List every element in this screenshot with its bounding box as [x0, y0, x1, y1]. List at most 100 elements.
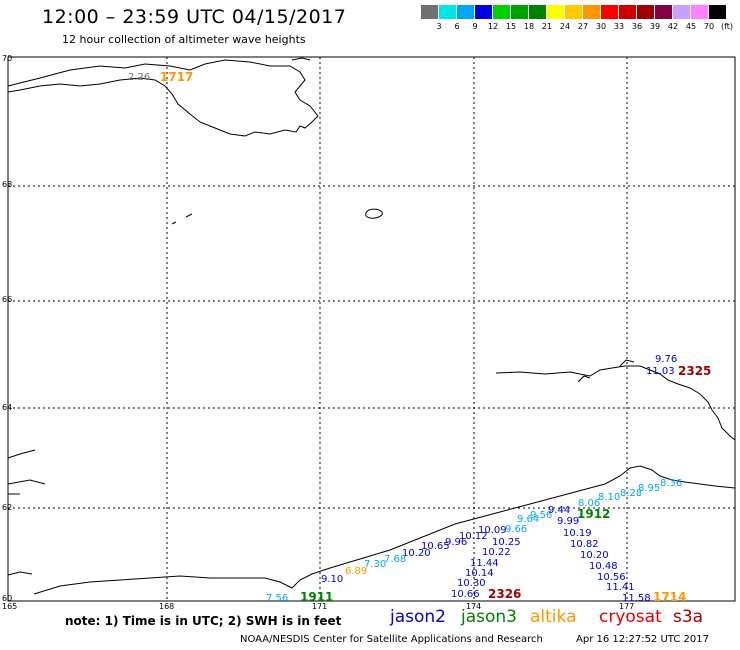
color-scale-swatch [547, 5, 565, 19]
satellite-legend-jason2: jason2 [390, 607, 446, 627]
swh-value: 9.99 [557, 516, 579, 527]
pass-time-label: 1717 [160, 70, 193, 84]
lon-gridlines [166, 57, 628, 601]
lon-label-171: 171 [312, 602, 327, 611]
pass-time-label: 2326 [488, 587, 521, 601]
color-scale-label: 39 [649, 22, 661, 31]
color-scale-label: 27 [577, 22, 589, 31]
swh-value: 8.28 [620, 488, 642, 499]
lat-label-68: 68 [2, 180, 12, 189]
swh-value: 8.06 [578, 498, 600, 509]
color-scale-swatch [439, 5, 457, 19]
credit-text: NOAA/NESDIS Center for Satellite Applica… [240, 634, 543, 645]
color-scale-label: 18 [523, 22, 535, 31]
pass-time-label: 1911 [300, 590, 333, 604]
color-scale-label: 36 [631, 22, 643, 31]
color-scale-labels: 3 6 9 12 15 18 21 24 27 30 33 36 39 42 45 70 (ft) [421, 22, 740, 34]
lat-label-60: 60 [2, 594, 12, 603]
map-frame [7, 56, 736, 602]
color-scale-swatch [421, 5, 439, 19]
swh-value: 11.44 [470, 558, 499, 569]
swh-value: 10.66 [451, 589, 480, 600]
swh-value: 10.20 [402, 548, 431, 559]
swh-value: 10.22 [482, 547, 511, 558]
footnote: note: 1) Time is in UTC; 2) SWH is in fe… [65, 614, 342, 628]
color-scale-swatch [691, 5, 709, 19]
swh-value: 10.20 [580, 550, 609, 561]
swh-value: 11.03 [646, 366, 675, 377]
lon-label-174: 174 [466, 602, 481, 611]
swh-value: 8.10 [598, 492, 620, 503]
color-scale-label: 42 [667, 22, 679, 31]
swh-value: 10.65 [421, 541, 450, 552]
color-scale-label: 24 [559, 22, 571, 31]
swh-value: 9.76 [655, 354, 677, 365]
lat-label-62: 62 [2, 503, 12, 512]
color-scale-swatch [601, 5, 619, 19]
color-scale-label: 9 [472, 22, 478, 31]
swh-value: 8.36 [660, 478, 682, 489]
color-scale-swatch [709, 5, 727, 19]
color-scale-swatch [565, 5, 583, 19]
swh-value: 10.12 [459, 531, 488, 542]
color-scale-label: 15 [505, 22, 517, 31]
swh-value: 10.56 [597, 572, 626, 583]
color-scale-swatch [493, 5, 511, 19]
lat-label-70: 70 [2, 54, 12, 63]
color-scale-swatch [457, 5, 475, 19]
timestamp-text: Apr 16 12:27:52 UTC 2017 [576, 634, 709, 645]
swh-value: 9.96 [445, 537, 467, 548]
lat-label-66: 66 [2, 295, 12, 304]
color-scale-label: (ft) [720, 22, 734, 31]
lat-gridlines [8, 185, 735, 509]
color-scale-swatch [673, 5, 691, 19]
color-scale-label: 70 [703, 22, 715, 31]
page-title: 12:00 – 23:59 UTC 04/15/2017 [42, 6, 347, 28]
satellite-legend-altika: altika [530, 607, 577, 627]
swh-value: 10.30 [457, 578, 486, 589]
swh-value: 10.14 [465, 568, 494, 579]
swh-value: 10.25 [492, 537, 521, 548]
swh-value: 7.30 [364, 559, 386, 570]
color-scale-label: 6 [454, 22, 460, 31]
color-scale-swatch [583, 5, 601, 19]
pass-time-label: 1714 [653, 590, 686, 604]
lat-label-64: 64 [2, 403, 12, 412]
color-scale-label: 12 [487, 22, 499, 31]
satellite-legend-cryosat: cryosat [599, 607, 662, 627]
swh-value: 9.64 [517, 514, 539, 525]
swh-value: 10.82 [570, 539, 599, 550]
swh-value: 6.89 [345, 566, 367, 577]
color-scale-swatch [655, 5, 673, 19]
page-subtitle: 12 hour collection of altimeter wave hei… [62, 33, 306, 46]
swh-value: 11.58 [622, 593, 651, 604]
swh-value: 10.09 [478, 525, 507, 536]
lon-label-165: 165 [2, 602, 17, 611]
swh-value: 10.48 [589, 561, 618, 572]
color-scale-label: 30 [595, 22, 607, 31]
swh-value: 11.41 [606, 582, 635, 593]
coastlines [7, 57, 736, 595]
swh-value: 9.66 [505, 524, 527, 535]
satellite-legend-jason3: jason3 [461, 607, 517, 627]
swh-value: 9.56 [530, 510, 552, 521]
color-scale-swatch [511, 5, 529, 19]
color-scale-label: 33 [613, 22, 625, 31]
pass-time-label: 2325 [678, 364, 711, 378]
swh-value: 10.19 [563, 528, 592, 539]
color-scale-swatch [619, 5, 637, 19]
lon-label-177: 177 [619, 602, 634, 611]
color-scale-swatch [529, 5, 547, 19]
swh-value: 9.44 [548, 505, 570, 516]
color-scale [421, 5, 727, 19]
color-scale-swatch [475, 5, 493, 19]
lon-label-168: 168 [159, 602, 174, 611]
pass-time-label: 1912 [577, 507, 610, 521]
color-scale-label: 3 [436, 22, 442, 31]
swh-value: 8.95 [638, 483, 660, 494]
color-scale-label: 45 [685, 22, 697, 31]
color-scale-label: 21 [541, 22, 553, 31]
color-scale-swatch [637, 5, 655, 19]
swh-value: 7.68 [384, 554, 406, 565]
